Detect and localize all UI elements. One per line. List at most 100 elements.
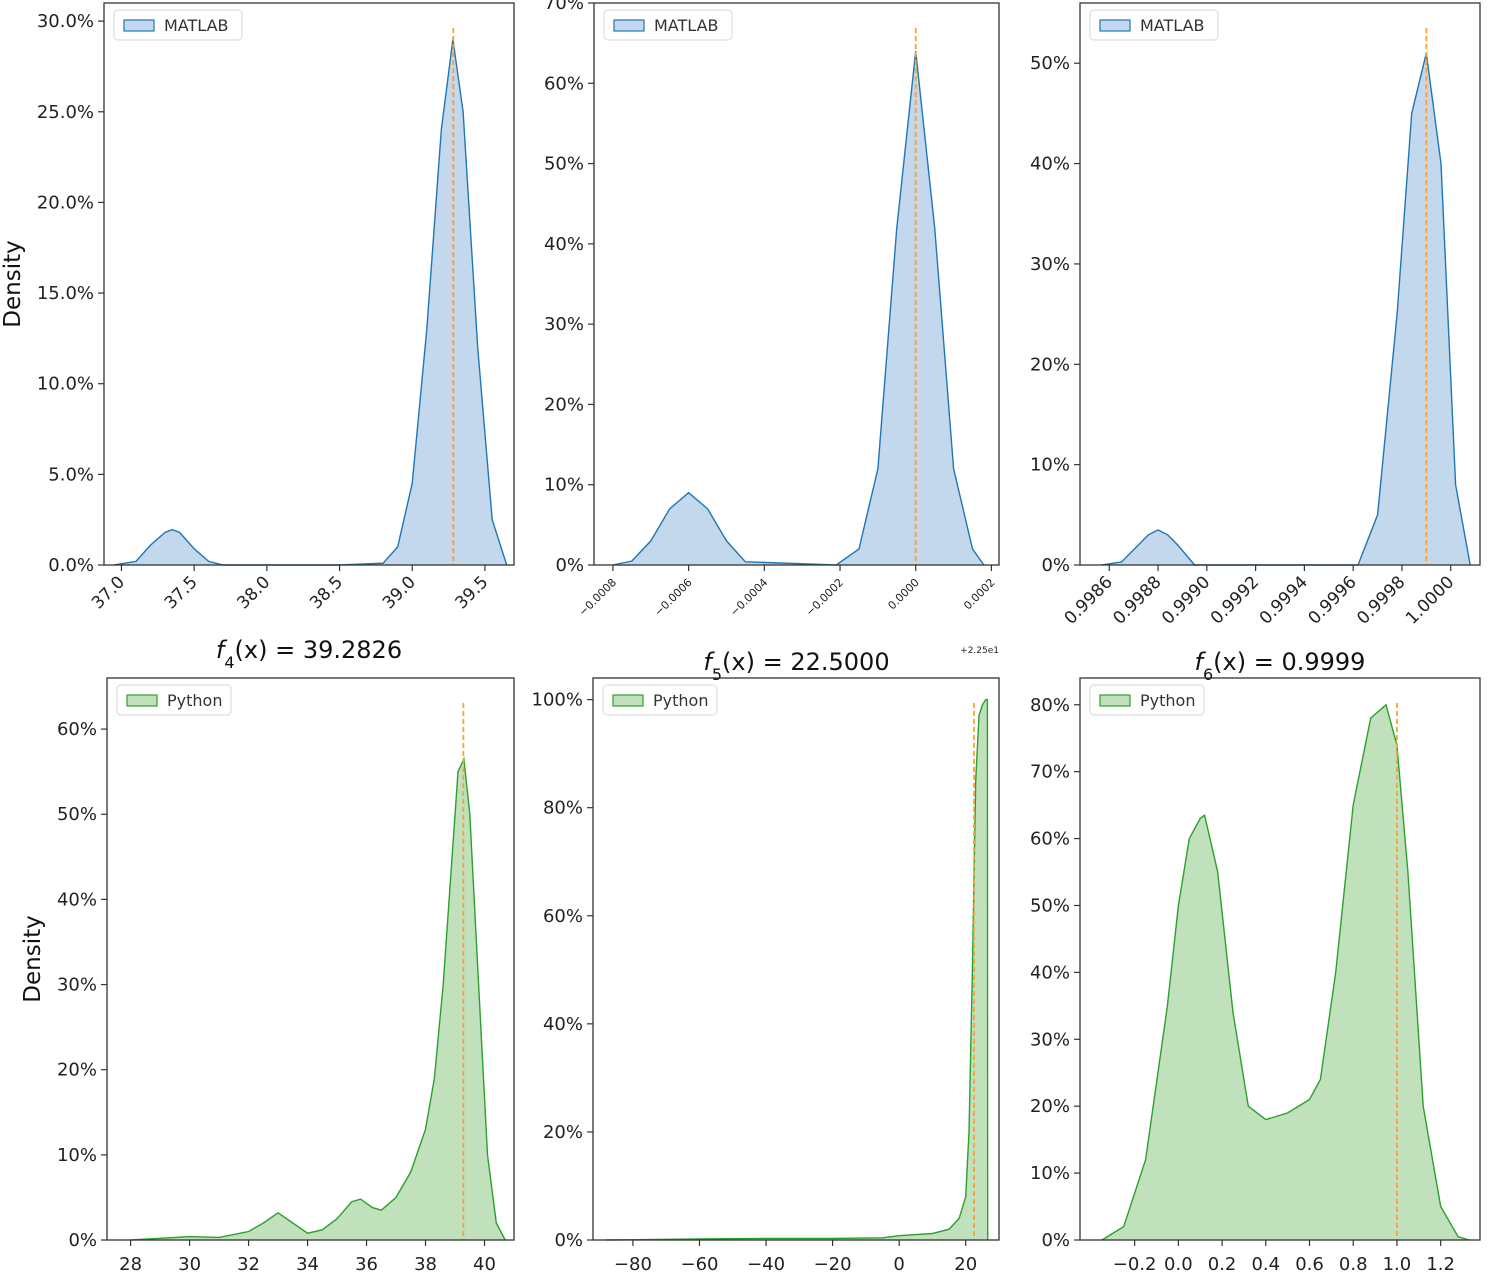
legend-box	[113, 9, 243, 41]
x-tick-label: 37.5	[161, 572, 202, 613]
y-tick-label: 30%	[1030, 1029, 1070, 1050]
y-tick-label: 40%	[1030, 154, 1070, 175]
x-tick-label: 0.9994	[1256, 572, 1312, 628]
x-axis-offset-label: +2.25e1	[960, 646, 999, 656]
legend: Python	[1089, 684, 1205, 716]
y-tick-label: 40%	[544, 234, 584, 255]
legend-box	[602, 684, 718, 716]
legend-label: MATLAB	[1140, 16, 1204, 35]
density-area-python	[606, 699, 988, 1240]
y-tick-label: 50%	[57, 804, 97, 825]
y-tick-label: 40%	[57, 889, 97, 910]
y-tick-label: 20%	[1030, 1096, 1070, 1117]
y-tick-label: 15.0%	[37, 283, 94, 304]
axes-frame	[593, 2, 1000, 566]
x-tick-label: −0.0006	[652, 576, 695, 619]
density-line-python	[1101, 703, 1470, 1241]
density-area-matlab	[612, 51, 984, 565]
density-line-python	[130, 756, 506, 1241]
x-tick-label: 37.0	[88, 572, 129, 613]
x-tick-label: 0.0000	[885, 576, 921, 612]
density-area-matlab	[1102, 53, 1471, 565]
legend-box	[1089, 684, 1205, 716]
y-tick-label: 10%	[1030, 1163, 1070, 1184]
y-tick-label: 70%	[1030, 762, 1070, 783]
density-area-python	[1101, 704, 1470, 1240]
legend: Python	[602, 684, 718, 716]
x-tick-label: 0.9990	[1158, 572, 1214, 628]
y-tick-label: 50%	[544, 154, 584, 175]
y-tick-label: 30%	[1030, 254, 1070, 275]
x-tick-label: −0.0002	[803, 576, 846, 619]
legend: Python	[116, 684, 232, 716]
legend-swatch	[123, 19, 155, 32]
legend-swatch	[126, 694, 158, 707]
x-tick-label: 0.8	[1339, 1254, 1368, 1273]
y-tick-label: 40%	[1030, 962, 1070, 983]
y-tick-label: 50%	[1030, 53, 1070, 74]
x-tick-label: 0.0	[1164, 1254, 1193, 1273]
x-tick-label: 0.2	[1208, 1254, 1237, 1273]
y-tick-label: 0%	[1041, 555, 1070, 576]
legend-label: Python	[653, 691, 708, 710]
x-tick-label: 32	[237, 1254, 260, 1273]
y-tick-label: 60%	[543, 906, 583, 927]
y-tick-label: 100%	[532, 690, 583, 711]
density-line-matlab	[114, 39, 508, 566]
subplot-4: 0% 10% 20% 30% 40% 50% 60% 28 30 32 34 36 38 40 Densit…	[20, 677, 515, 1273]
y-tick-label: 20%	[57, 1060, 97, 1081]
x-tick-label: 1.0	[1383, 1254, 1412, 1273]
x-tick-label: −0.2	[1113, 1254, 1157, 1273]
density-area-matlab	[114, 39, 507, 566]
x-tick-label: 34	[296, 1254, 319, 1273]
legend-label: Python	[167, 691, 222, 710]
subplot-6: 0% 10% 20% 30% 40% 50% 60% 70% 80% −0.2 0.0 0.2 0.4 0…	[1030, 677, 1481, 1273]
legend-label: Python	[1140, 691, 1195, 710]
x-tick-label: 1.2	[1426, 1254, 1455, 1273]
y-axis-label: Density	[0, 240, 26, 327]
x-tick-label: 0.9986	[1061, 572, 1117, 628]
y-tick-label: 60%	[1030, 829, 1070, 850]
x-tick-label: 0.6	[1295, 1254, 1324, 1273]
y-tick-label: 20%	[1030, 354, 1070, 375]
y-tick-label: 25.0%	[37, 102, 94, 123]
subplot-5: 0% 20% 40% 60% 80% 100% −80 −60 −40 −20 0 20 Python	[532, 677, 1000, 1273]
y-tick-label: 0%	[68, 1230, 97, 1251]
x-tick-label: 20	[954, 1254, 977, 1273]
y-tick-label: 40%	[543, 1014, 583, 1035]
x-tick-label: −80	[614, 1254, 652, 1273]
y-tick-label: 30.0%	[37, 11, 94, 32]
density-line-python	[606, 698, 989, 1241]
x-tick-label: 0.9992	[1207, 572, 1263, 628]
y-tick-label: 10.0%	[37, 374, 94, 395]
y-tick-label: 30%	[544, 314, 584, 335]
x-tick-label: 0.9998	[1353, 572, 1409, 628]
legend: MATLAB	[113, 9, 243, 41]
legend-swatch	[613, 19, 645, 32]
y-tick-label: 0%	[1041, 1230, 1070, 1251]
y-tick-label: 5.0%	[48, 464, 94, 485]
subplot-1: 0.0% 5.0% 10.0% 15.0% 20.0% 25.0% 30.0% 37.0 37.…	[0, 2, 515, 672]
x-tick-label: 39.5	[452, 572, 493, 613]
y-tick-label: 20%	[543, 1122, 583, 1143]
x-tick-label: −0.0004	[728, 576, 771, 619]
x-tick-label: 38.0	[233, 572, 274, 613]
legend-box	[603, 9, 733, 41]
y-tick-label: 10%	[57, 1145, 97, 1166]
x-tick-label: 38.5	[306, 572, 347, 613]
y-tick-label: 80%	[543, 798, 583, 819]
y-tick-label: 70%	[544, 0, 584, 14]
axes-frame	[1079, 2, 1481, 566]
x-tick-label: 0.4	[1251, 1254, 1280, 1273]
legend-swatch	[1099, 19, 1131, 32]
subplot-3: 0%10%20%30%40%50%0.99860.99880.99900.999…	[1030, 2, 1481, 684]
y-tick-label: 20%	[544, 394, 584, 415]
x-tick-label: −20	[814, 1254, 852, 1273]
x-tick-label: 39.0	[379, 572, 420, 613]
subplot-title: f4(x) = 39.2826	[216, 636, 402, 672]
x-tick-label: −0.0008	[576, 576, 619, 619]
axes-frame	[1079, 677, 1481, 1241]
y-tick-label: 10%	[544, 475, 584, 496]
legend-box	[116, 684, 232, 716]
